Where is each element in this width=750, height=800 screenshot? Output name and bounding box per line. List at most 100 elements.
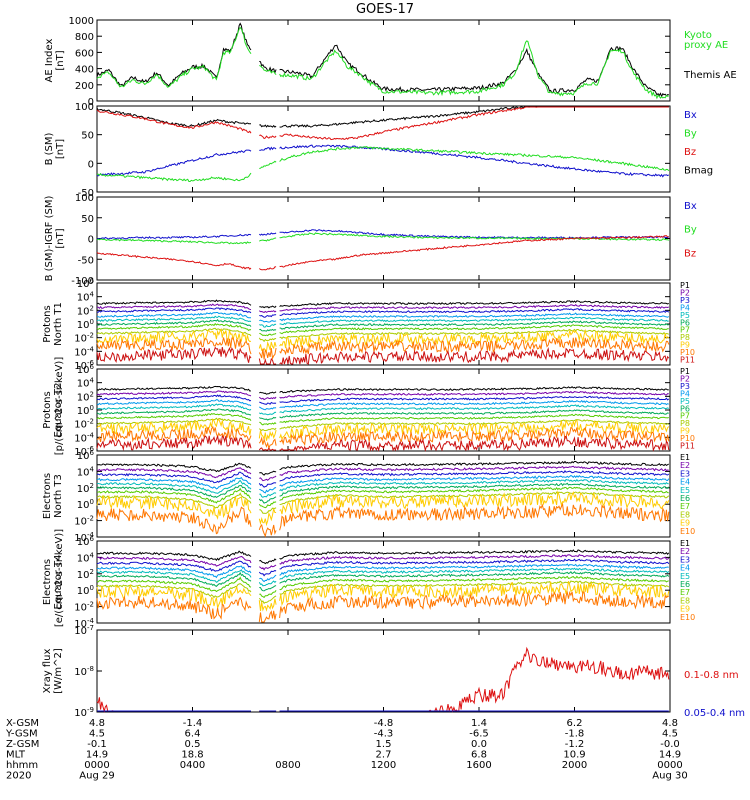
- y-tick-label: 10-7: [74, 624, 94, 637]
- legend-label: E10: [680, 527, 695, 536]
- legend-label: E2: [680, 461, 690, 470]
- series-by: [96, 146, 670, 182]
- legend-label: Bz: [684, 147, 696, 158]
- y-tick-label: 10-4: [74, 345, 94, 358]
- panel-p_equator: ProtonsEquator T2 10-610-410-210010210410…: [42, 363, 695, 458]
- y-tick-label: 104: [77, 291, 95, 304]
- y-tick-label: 100: [77, 584, 94, 597]
- y-axis-label: ElectronsEquator T4: [42, 555, 64, 610]
- legend-label: 0.1-0.8 nm: [684, 670, 739, 681]
- legend-label: E3: [680, 469, 690, 478]
- y-tick-label: 800: [75, 32, 94, 43]
- ephemeris-value: 2.7: [376, 750, 392, 761]
- series-e10: [96, 590, 669, 623]
- y-tick-label: 100: [77, 404, 94, 417]
- y-tick-label: 10-2: [74, 418, 94, 431]
- legend-label: 0.05-0.4 nm: [684, 708, 745, 719]
- y-tick-label: 106: [77, 449, 95, 462]
- y-tick-label: -100: [71, 276, 94, 287]
- y-axis-label: ElectronsNorth T3: [42, 473, 64, 519]
- ephemeris-value: -0.1: [87, 739, 107, 750]
- chart-title: GOES-17: [356, 2, 414, 17]
- y-tick-label: 10-6: [74, 445, 94, 458]
- series-p8: [96, 327, 670, 343]
- series-p9: [96, 418, 670, 441]
- ephemeris-value: 14.9: [659, 750, 681, 761]
- legend-label: P3: [680, 382, 690, 391]
- ephemeris-value: 6.4: [185, 729, 201, 740]
- y-tick-label: 10-4: [74, 431, 94, 444]
- legend-label: P5: [680, 311, 690, 320]
- legend-label: P6: [680, 404, 690, 413]
- ephemeris-value: -4.8: [374, 718, 394, 729]
- legend-label: P2: [680, 374, 690, 383]
- ephemeris-row-label: 2020: [6, 771, 31, 782]
- series-e1: [97, 460, 670, 476]
- legend-label: By: [684, 129, 697, 140]
- ephemeris-row-label: Y-GSM: [5, 729, 38, 740]
- y-tick-label: 102: [77, 482, 94, 495]
- ephemeris-value: Aug 29: [79, 771, 114, 782]
- series-e2: [96, 554, 670, 571]
- series-p8: [96, 417, 670, 432]
- ephemeris-row-label: hhmm: [6, 760, 38, 771]
- ephemeris-value: 14.9: [86, 750, 108, 761]
- legend-label: P7: [680, 412, 690, 421]
- series-0-1-0-8-nm: [96, 646, 670, 713]
- y-tick-label: 10-2: [74, 515, 94, 528]
- series-kyoto-proxy-ae: [96, 26, 669, 100]
- series-p1: [96, 299, 670, 309]
- panel-frame: [96, 19, 671, 102]
- ephemeris-value: -1.4: [183, 718, 203, 729]
- legend-label: P9: [680, 341, 690, 350]
- legend-label: E5: [680, 572, 690, 581]
- y-tick-label: 100: [77, 498, 94, 511]
- legend-label: P1: [680, 367, 690, 376]
- ephemeris-row-label: MLT: [6, 750, 26, 761]
- legend-label: Themis AE: [683, 70, 737, 81]
- legend-label: Bx: [684, 201, 697, 212]
- series-e7: [96, 486, 669, 509]
- ephemeris-row-label: X-GSM: [6, 718, 39, 729]
- y-tick-label: 102: [77, 304, 94, 317]
- series-p7: [96, 322, 669, 337]
- y-tick-label: 100: [77, 318, 94, 331]
- ephemeris-value: 0.0: [471, 739, 487, 750]
- legend-label: Bz: [684, 248, 696, 259]
- y-tick-label: 106: [77, 363, 95, 376]
- series-e5: [97, 478, 669, 498]
- legend-label: E4: [680, 564, 690, 573]
- ephemeris-value: 0000: [84, 760, 109, 771]
- legend-label: proxy AE: [684, 40, 728, 51]
- series-e3: [96, 470, 670, 488]
- ephemeris-value: -4.3: [374, 729, 394, 740]
- y-tick-label: 0: [88, 159, 94, 170]
- y-tick-label: 0: [88, 97, 94, 108]
- y-tick-label: 10-6: [74, 359, 94, 372]
- legend-label: E3: [680, 555, 690, 564]
- legend-label: E9: [680, 605, 690, 614]
- y-tick-label: 10-2: [74, 601, 94, 614]
- series-e9: [96, 490, 670, 527]
- y-tick-label: 106: [77, 277, 95, 290]
- series-p2: [96, 390, 669, 401]
- panel-bsm: B (SM)[nT] -50 0 50 100 Bx By Bz Bmag: [44, 102, 713, 199]
- y-tick-label: 1000: [69, 16, 94, 27]
- series-e1: [96, 549, 670, 565]
- ephemeris-value: -0.0: [660, 739, 680, 750]
- series-e4: [96, 474, 670, 494]
- legend-label: P3: [680, 296, 690, 305]
- ephemeris-value: 4.8: [662, 718, 678, 729]
- series-p6: [96, 408, 669, 421]
- legend-label: Bx: [684, 110, 697, 121]
- series-bx: [96, 144, 670, 178]
- legend-label: P4: [680, 389, 690, 398]
- series-p6: [96, 319, 669, 332]
- legend-label: P6: [680, 318, 690, 327]
- series-e2: [96, 465, 669, 482]
- legend-label: E8: [680, 596, 690, 605]
- ephemeris-value: 0800: [275, 760, 300, 771]
- y-tick-label: 100: [75, 102, 94, 113]
